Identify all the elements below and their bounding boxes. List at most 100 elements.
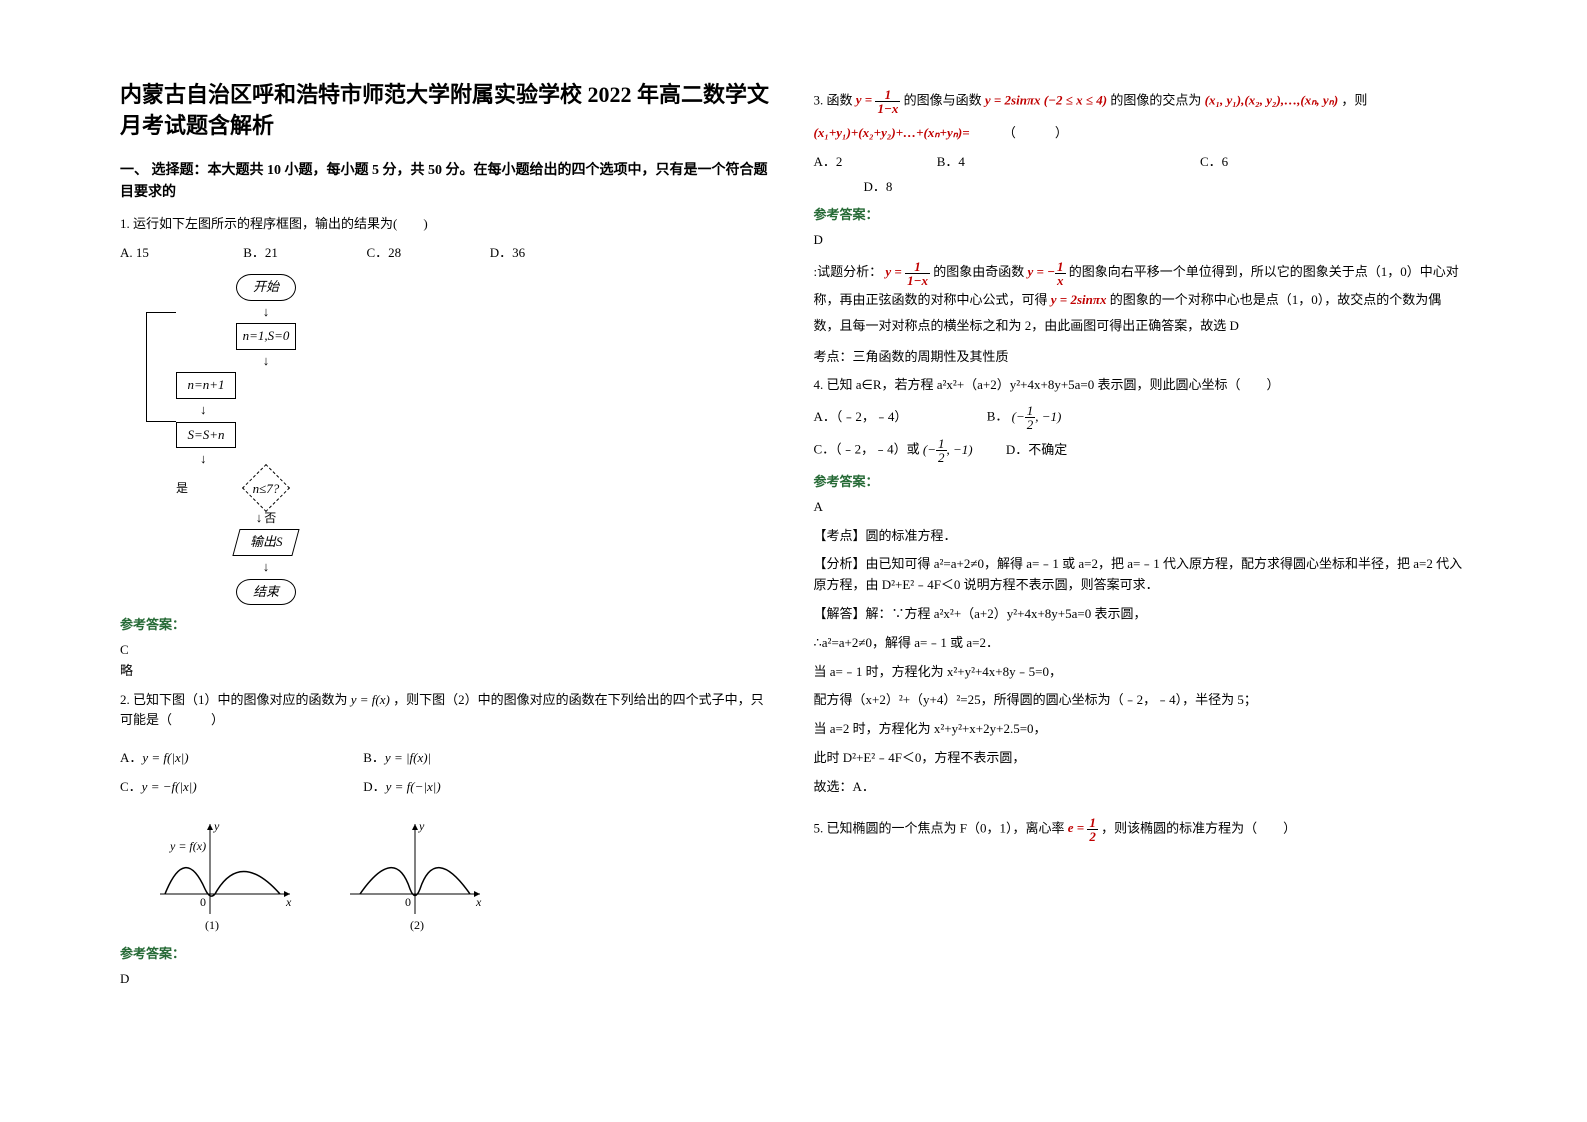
flow-init: n=1,S=0 — [236, 323, 297, 350]
arrow-icon: ↓ — [176, 307, 356, 317]
q4-jd4: 配方得（x+2）²+（y+4）²=25，所得圆的圆心坐标为（﹣2，﹣4），半径为… — [814, 690, 1468, 711]
q2-opt-d: y = f(−|x|) — [386, 779, 441, 794]
q5-post: ，则该椭圆的标准方程为（ ） — [1101, 820, 1296, 835]
flow-step2: S=S+n — [176, 422, 236, 449]
q4-opt-b: B． (−12, −1) — [987, 404, 1157, 431]
origin: 0 — [405, 895, 411, 909]
q4-opt-a: A．（﹣2，﹣4） — [814, 407, 984, 428]
q5-stem: 5. 已知椭圆的一个焦点为 F（0，1），离心率 e = 12 ，则该椭圆的标准… — [814, 816, 1468, 843]
q4-answer: A — [814, 497, 1468, 518]
q4-opt-c: C．（﹣2，﹣4）或 (−12, −1) — [814, 442, 976, 457]
flow-yes: 是 — [176, 479, 188, 498]
q2-graphs: y x 0 y = f(x) (1) y x 0 (2) — [150, 814, 774, 934]
q2-fx: y = f(x) — [351, 692, 390, 707]
flow-loop-back — [146, 312, 176, 422]
flow-decision: n≤7? 是 — [176, 471, 356, 507]
page-title: 内蒙古自治区呼和浩特市师范大学附属实验学校 2022 年高二数学文月考试题含解析 — [120, 80, 774, 142]
q3-pre1: 3. 函数 — [814, 92, 853, 107]
q1-opt-a: A. 15 — [120, 243, 240, 264]
q3-explain: :试题分析： y = 11−x 的图象由奇函数 y = −1x 的图象向右平移一… — [814, 259, 1468, 339]
q1-stem: 1. 运行如下左图所示的程序框图，输出的结果为( ) — [120, 214, 774, 235]
q3-opt-a: A．2 — [814, 152, 934, 173]
q3-e-y1: y = 11−x — [885, 264, 933, 279]
arrow-icon: ↓ — [200, 405, 356, 415]
q1-flowchart: 开始 ↓ n=1,S=0 ↓ n=n+1 ↓ S=S+n ↓ n≤7? 是 ↓否… — [176, 274, 356, 605]
flow-step1: n=n+1 — [176, 372, 236, 399]
q3-exp-pre: :试题分析： — [814, 264, 883, 279]
q2-opt-a: y = f(|x|) — [142, 750, 188, 765]
q4-jd6: 此时 D²+E²﹣4F＜0，方程不表示圆， — [814, 748, 1468, 769]
flow-start: 开始 — [236, 274, 296, 301]
q3-sum: (x₁+y₁)+(x₂+y₂)+…+(xₙ+yₙ)= — [814, 125, 970, 140]
q3-e-mid1: 的图象由奇函数 — [933, 264, 1024, 279]
q4-jd7: 故选：A． — [814, 777, 1468, 798]
right-column: 3. 函数 y = 11−x 的图像与函数 y = 2sinπx (−2 ≤ x… — [794, 80, 1488, 990]
axis-y: y — [418, 819, 425, 833]
q4-stem: 4. 已知 a∈R，若方程 a²x²+（a+2）y²+4x+8y+5a=0 表示… — [814, 375, 1468, 396]
q4-answer-label: 参考答案： — [814, 472, 1468, 493]
q3-blank: （ ） — [1003, 125, 1068, 140]
q3-mid1: 的图像与函数 — [904, 92, 982, 107]
flow-cond: n≤7? — [176, 479, 356, 500]
q2-answer-label: 参考答案： — [120, 944, 774, 965]
left-column: 内蒙古自治区呼和浩特市师范大学附属实验学校 2022 年高二数学文月考试题含解析… — [100, 80, 794, 990]
q2-opt-c-pre: C． — [120, 779, 142, 794]
graph-2: y x 0 (2) — [340, 814, 490, 934]
q3-opt-d: D．8 — [864, 177, 984, 198]
q2-opt-c: y = −f(|x|) — [142, 779, 197, 794]
graph-fx-label: y = f(x) — [169, 839, 206, 853]
arrow-icon: ↓ — [176, 562, 356, 572]
axis-y: y — [213, 819, 220, 833]
q3-y2: y = 2sinπx — [985, 92, 1041, 107]
q1-brief: 略 — [120, 661, 774, 682]
q4-fenxi: 【分析】由已知可得 a²=a+2≠0，解得 a=﹣1 或 a=2，把 a=﹣1 … — [814, 554, 1468, 596]
q1-opt-b: B．21 — [243, 243, 363, 264]
q3-e-y2: y = −1x — [1027, 264, 1068, 279]
q3-opt-b: B．4 — [937, 152, 1197, 173]
flow-end: 结束 — [236, 579, 296, 606]
flow-output: 输出S — [232, 529, 299, 556]
q3-e-y3: y = 2sinπx — [1051, 292, 1107, 307]
q5-e: e = 12 — [1068, 820, 1101, 835]
q4-jd3: 当 a=﹣1 时，方程化为 x²+y²+4x+8y﹣5=0， — [814, 662, 1468, 683]
axis-x: x — [475, 895, 482, 909]
q2-answer: D — [120, 969, 774, 990]
graph-2-label: (2) — [410, 918, 424, 932]
q1-answer: C — [120, 640, 774, 661]
q1-opt-d: D．36 — [490, 243, 610, 264]
arrow-icon: ↓ — [200, 454, 356, 464]
q2-stem-a: 2. 已知下图（1）中的图像对应的函数为 — [120, 692, 348, 707]
q1-answer-label: 参考答案： — [120, 615, 774, 636]
origin: 0 — [200, 895, 206, 909]
q3-answer-label: 参考答案： — [814, 205, 1468, 226]
q3-stem-line1: 3. 函数 y = 11−x 的图像与函数 y = 2sinπx (−2 ≤ x… — [814, 88, 1468, 115]
q2-stem: 2. 已知下图（1）中的图像对应的函数为 y = f(x) ，则下图（2）中的图… — [120, 690, 774, 732]
q2-opt-a-pre: A． — [120, 750, 142, 765]
q4-jd2: ∴a²=a+2≠0，解得 a=﹣1 或 a=2． — [814, 633, 1468, 654]
q3-range: (−2 ≤ x ≤ 4) — [1044, 92, 1107, 107]
q3-options: A．2 B．4 C．6 — [814, 152, 1468, 173]
q4-options-row1: A．（﹣2，﹣4） B． (−12, −1) — [814, 404, 1468, 431]
q2-opt-b: y = |f(x)| — [385, 750, 431, 765]
q4-jd5: 当 a=2 时，方程化为 x²+y²+x+2y+2.5=0， — [814, 719, 1468, 740]
q3-options-2: D．8 — [864, 177, 1468, 198]
q4-options-row2: C．（﹣2，﹣4）或 (−12, −1) D．不确定 — [814, 437, 1468, 464]
q3-answer: D — [814, 230, 1468, 251]
q3-stem-line2: (x₁+y₁)+(x₂+y₂)+…+(xₙ+yₙ)= （ ） — [814, 123, 1468, 144]
q2-options: A．y = f(|x|) B．y = |f(x)| C．y = −f(|x|) … — [120, 747, 774, 798]
q1-options: A. 15 B．21 C．28 D．36 — [120, 243, 774, 264]
q3-opt-c: C．6 — [1200, 152, 1320, 173]
graph-1-label: (1) — [205, 918, 219, 932]
q2-opt-d-pre: D． — [363, 779, 385, 794]
q3-kaodian: 考点：三角函数的周期性及其性质 — [814, 347, 1468, 368]
q3-pts: (x₁, y₁),(x₂, y₂),…,(xₙ, yₙ) — [1205, 92, 1339, 107]
section-1-heading: 一、 选择题：本大题共 10 小题，每小题 5 分，共 50 分。在每小题给出的… — [120, 160, 774, 205]
q4-kaodian: 【考点】圆的标准方程． — [814, 526, 1468, 547]
q2-opt-b-pre: B． — [363, 750, 385, 765]
q3-mid3: ，则 — [1341, 92, 1367, 107]
q5-pre: 5. 已知椭圆的一个焦点为 F（0，1），离心率 — [814, 820, 1065, 835]
arrow-icon: ↓否 — [176, 513, 356, 524]
q3-y-eq: y = 11−x — [856, 92, 904, 107]
q3-mid2: 的图像的交点为 — [1110, 92, 1201, 107]
axis-x: x — [285, 895, 292, 909]
